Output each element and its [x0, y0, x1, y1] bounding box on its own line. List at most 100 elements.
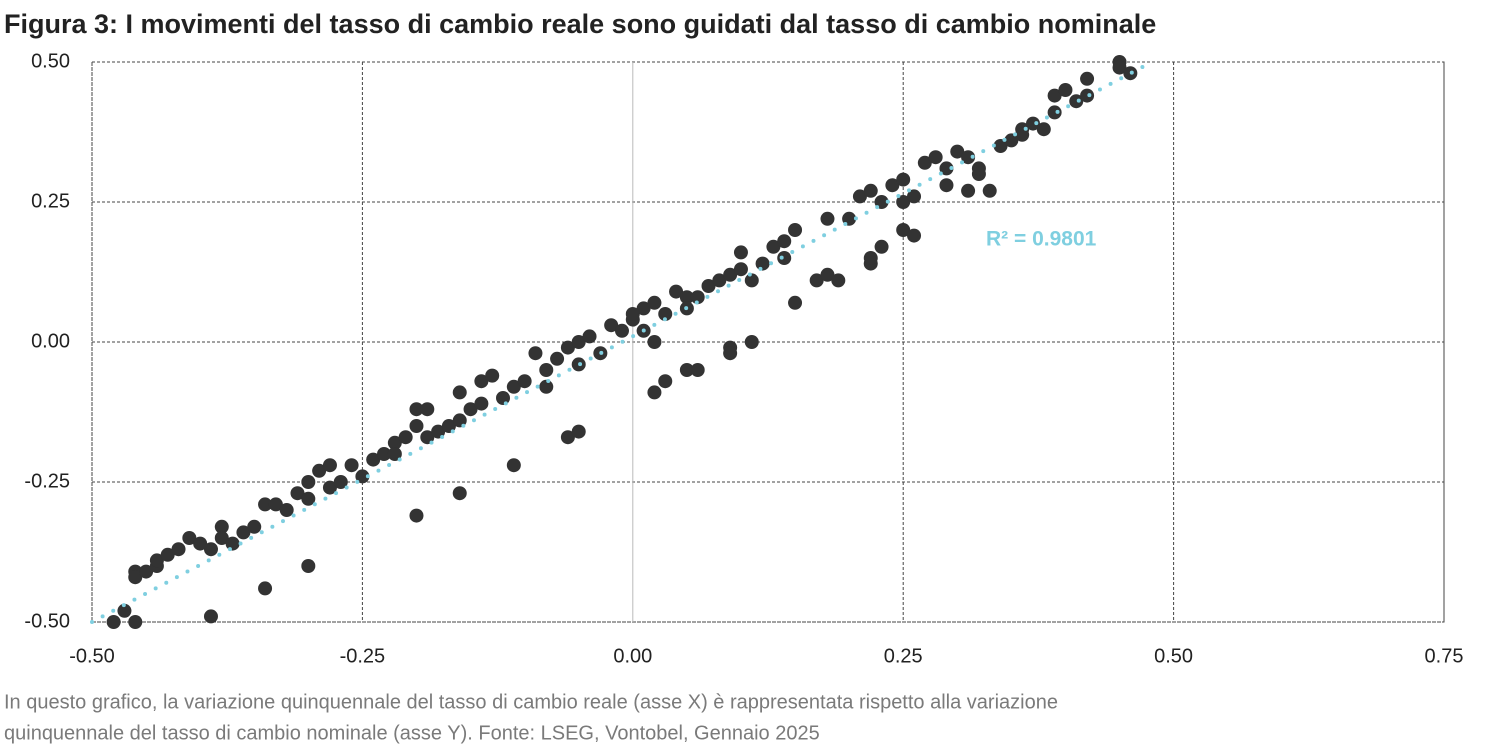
point: [139, 564, 154, 579]
point: [290, 486, 305, 501]
point: [669, 284, 684, 299]
point: [474, 396, 489, 411]
point: [322, 480, 337, 495]
point: [690, 290, 705, 305]
point: [1015, 127, 1030, 142]
point: [733, 262, 748, 277]
point: [939, 178, 954, 193]
point: [1004, 133, 1019, 148]
point: [690, 363, 705, 377]
point: [820, 267, 835, 282]
point: [907, 189, 922, 204]
point: [366, 452, 381, 467]
point: [907, 228, 922, 243]
point: [723, 267, 738, 282]
point: [1025, 116, 1040, 131]
point: [106, 615, 121, 629]
point: [203, 542, 218, 557]
point: [1069, 94, 1084, 109]
point: [149, 553, 164, 568]
y-tick-label: 0.25: [31, 190, 70, 212]
point: [788, 295, 803, 310]
point: [409, 419, 424, 433]
point: [506, 379, 521, 394]
y-tick-label: -0.25: [24, 470, 70, 492]
point: [961, 183, 976, 198]
point: [896, 172, 911, 187]
x-tick-label: 0.50: [1154, 645, 1193, 667]
point: [496, 391, 511, 405]
point: [788, 223, 803, 237]
point: [755, 256, 770, 271]
point: [939, 161, 954, 176]
point: [917, 155, 932, 170]
point: [647, 385, 662, 400]
point: [874, 239, 889, 254]
point: [950, 144, 965, 159]
point: [744, 335, 759, 349]
point: [539, 379, 554, 394]
point: [333, 475, 348, 489]
point: [896, 223, 911, 237]
x-tick-label: 0.00: [613, 645, 652, 667]
point: [658, 374, 673, 389]
trendline: [90, 60, 1154, 624]
point: [409, 508, 424, 523]
point: [258, 581, 273, 596]
point: [550, 351, 565, 366]
point: [961, 150, 976, 165]
point: [1036, 122, 1051, 137]
point: [1080, 88, 1095, 103]
point: [474, 374, 489, 389]
point: [517, 374, 532, 389]
point: [214, 531, 229, 545]
point: [203, 609, 218, 624]
point: [604, 318, 619, 333]
point: [528, 346, 543, 361]
point: [831, 273, 846, 288]
point: [863, 183, 878, 198]
point: [247, 519, 262, 534]
x-tick-label: -0.25: [340, 645, 386, 667]
point: [117, 603, 132, 618]
x-tick-label: 0.75: [1425, 645, 1464, 667]
point: [128, 615, 143, 629]
point: [268, 497, 283, 512]
point: [485, 368, 500, 383]
point: [452, 486, 467, 501]
point: [398, 430, 413, 445]
point: [301, 475, 316, 489]
point: [777, 234, 792, 249]
point: [539, 363, 554, 377]
point: [863, 251, 878, 265]
point: [160, 547, 175, 562]
point: [420, 402, 435, 417]
point: [971, 161, 986, 176]
point: [1080, 71, 1095, 86]
x-tick-label: -0.50: [69, 645, 115, 667]
point: [171, 542, 186, 557]
point: [225, 536, 240, 551]
note: In questo grafico, la variazione quinque…: [4, 691, 1058, 713]
point: [744, 273, 759, 288]
point: [993, 139, 1008, 153]
x-tick-label: 0.25: [884, 645, 923, 667]
point: [928, 150, 943, 165]
point: [560, 340, 575, 355]
r-squared: R² = 0.9801: [986, 228, 1097, 251]
point: [560, 430, 575, 445]
point: [236, 525, 251, 540]
point: [636, 301, 651, 316]
point: [723, 346, 738, 361]
point: [647, 335, 662, 349]
y-tick-label: -0.50: [24, 610, 70, 632]
point: [387, 435, 402, 450]
y-tick-label: 0.00: [31, 330, 70, 352]
point: [701, 279, 716, 293]
point: [885, 178, 900, 193]
point: [647, 295, 662, 310]
point: [301, 491, 316, 506]
note: quinquennale del tasso di cambio nominal…: [4, 722, 820, 744]
point: [452, 385, 467, 400]
